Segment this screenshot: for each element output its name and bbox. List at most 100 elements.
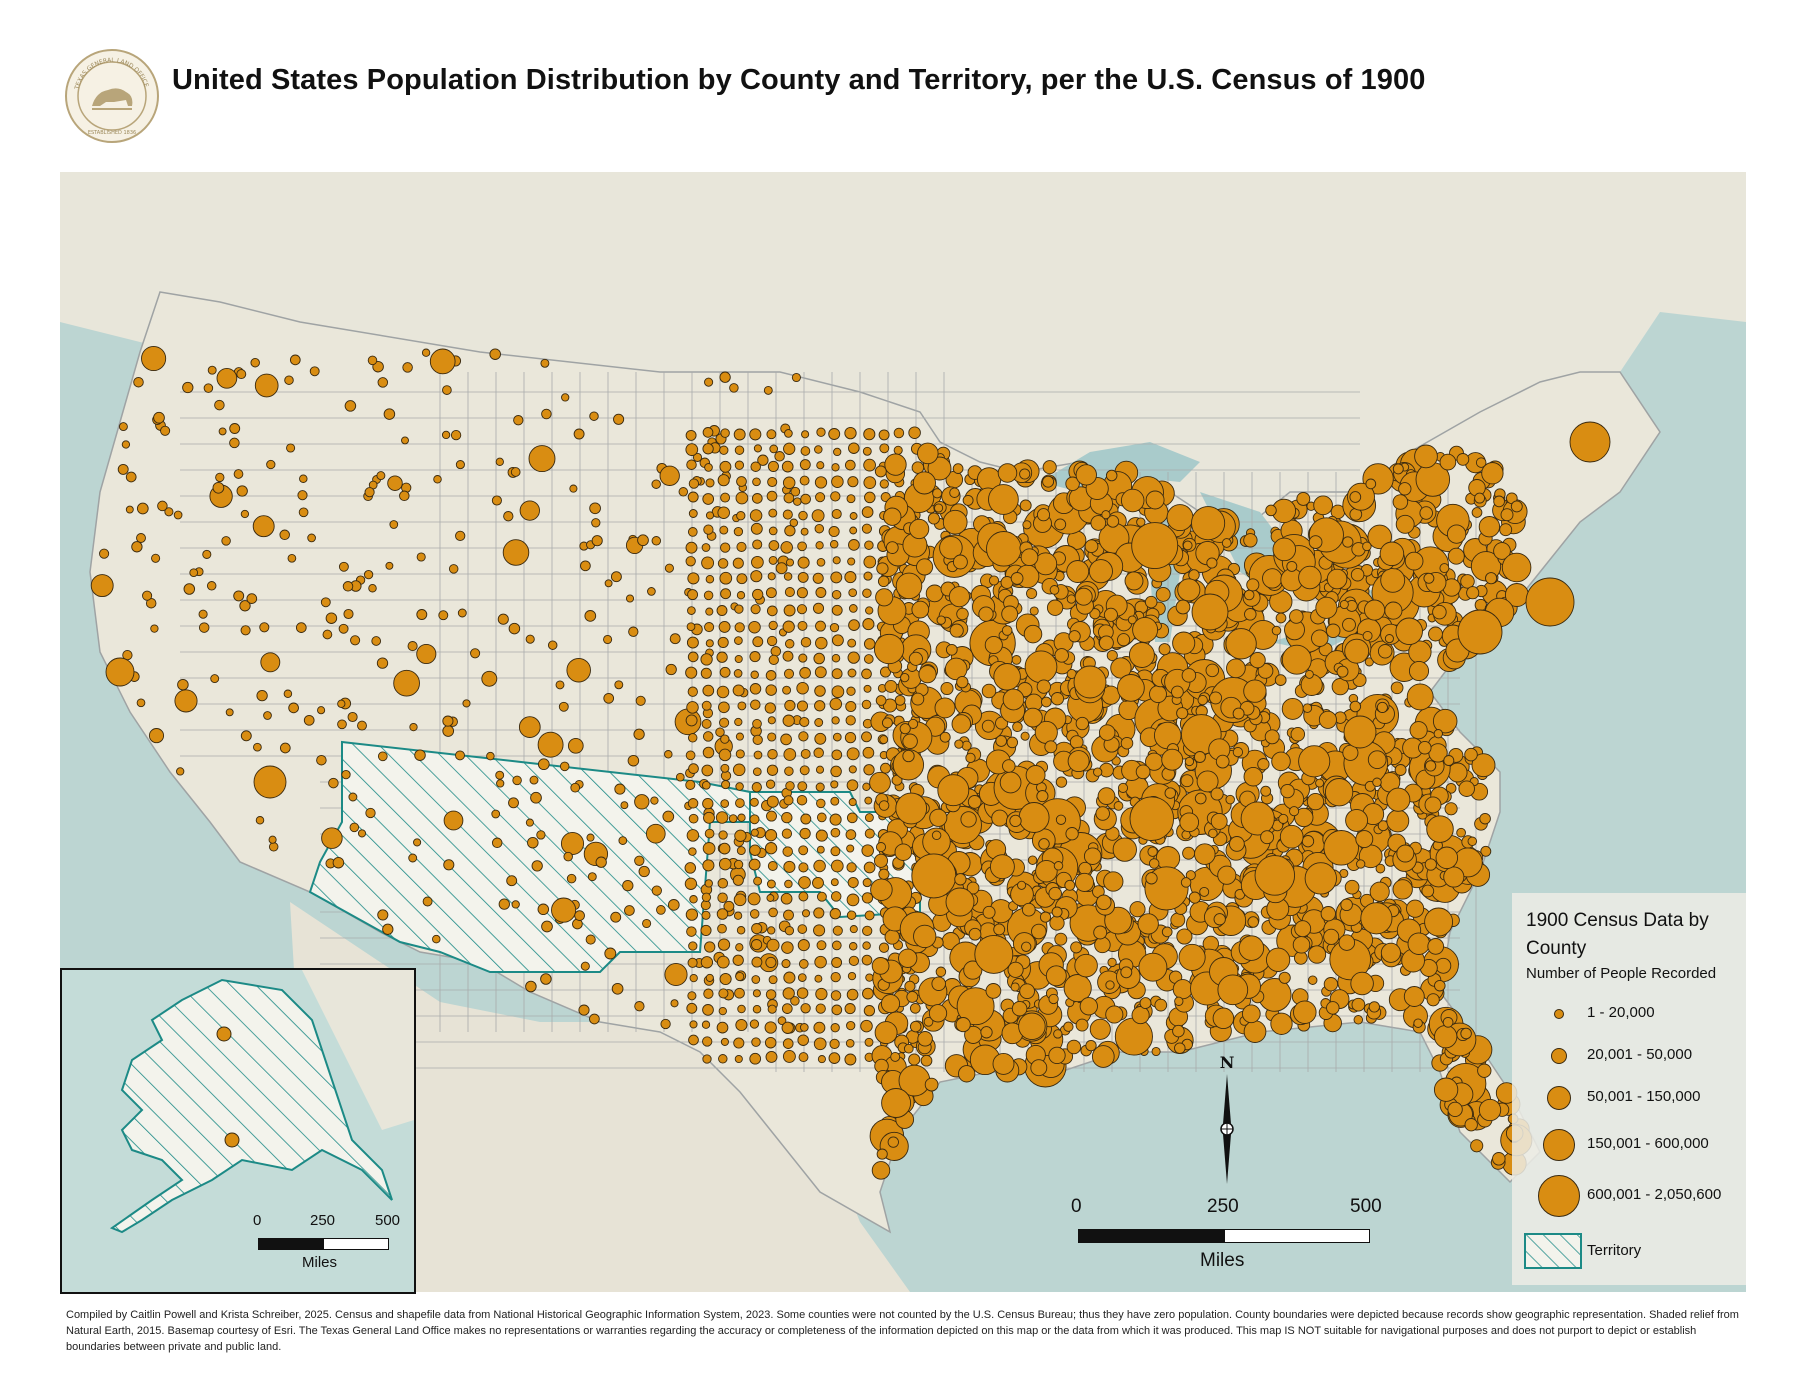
county-population-symbol xyxy=(908,426,921,439)
county-population-symbol xyxy=(214,399,225,411)
county-population-symbol xyxy=(701,910,711,920)
county-population-symbol xyxy=(765,989,777,1000)
map-title: United States Population Distribution by… xyxy=(172,64,1426,96)
county-population-symbol xyxy=(1281,697,1304,720)
county-population-symbol xyxy=(908,518,930,540)
county-population-symbol xyxy=(718,988,729,999)
county-population-symbol xyxy=(767,732,777,742)
county-population-symbol xyxy=(978,606,994,622)
county-population-symbol xyxy=(240,730,252,742)
county-population-symbol xyxy=(316,754,327,766)
county-population-symbol xyxy=(1117,782,1129,793)
county-population-symbol xyxy=(862,588,872,598)
county-population-symbol xyxy=(797,556,810,569)
county-population-symbol xyxy=(1074,587,1093,606)
county-population-symbol xyxy=(729,383,739,393)
county-population-symbol xyxy=(1336,665,1349,678)
county-population-symbol xyxy=(844,731,857,744)
legend-class-5: 600,001 - 2,050,600 xyxy=(1512,1175,1746,1218)
county-population-symbol xyxy=(1145,490,1165,510)
county-population-symbol xyxy=(1063,1021,1074,1032)
county-population-symbol xyxy=(751,1037,761,1047)
county-population-symbol xyxy=(1241,1004,1261,1024)
county-population-symbol xyxy=(1053,861,1064,871)
county-population-symbol xyxy=(1017,880,1027,890)
county-population-symbol xyxy=(555,680,565,690)
county-population-symbol xyxy=(239,600,251,612)
county-population-symbol xyxy=(337,699,346,708)
county-population-symbol xyxy=(1009,814,1022,828)
county-population-symbol xyxy=(253,742,262,752)
county-population-symbol xyxy=(591,535,603,547)
county-population-symbol xyxy=(705,607,714,616)
county-population-symbol xyxy=(892,749,925,781)
county-population-symbol xyxy=(1154,998,1168,1012)
county-population-symbol xyxy=(816,812,827,823)
county-population-symbol xyxy=(1106,649,1118,662)
county-population-symbol xyxy=(684,877,698,890)
county-population-symbol xyxy=(849,512,858,520)
county-population-symbol xyxy=(1069,735,1084,749)
county-population-symbol xyxy=(1064,879,1076,891)
legend-label: 600,001 - 2,050,600 xyxy=(1587,1186,1722,1203)
county-population-symbol xyxy=(1392,494,1409,510)
county-population-symbol xyxy=(911,600,930,619)
county-population-symbol xyxy=(586,833,595,842)
county-population-symbol xyxy=(768,975,778,985)
scale-bar-black xyxy=(1078,1229,1225,1243)
county-population-symbol xyxy=(796,604,808,615)
county-population-symbol xyxy=(1038,838,1050,850)
county-population-symbol xyxy=(344,400,357,412)
county-population-symbol xyxy=(610,571,622,583)
county-population-symbol xyxy=(1394,764,1407,776)
county-population-symbol xyxy=(884,929,900,945)
legend-subtitle: Number of People Recorded xyxy=(1526,965,1717,982)
county-population-symbol xyxy=(848,604,858,613)
county-population-symbol xyxy=(830,765,842,778)
county-population-symbol xyxy=(613,413,625,425)
county-population-symbol xyxy=(1395,617,1423,646)
county-population-symbol xyxy=(1215,754,1230,769)
county-population-symbol xyxy=(800,748,811,759)
county-population-symbol xyxy=(816,891,827,902)
county-population-symbol xyxy=(846,779,859,792)
county-population-symbol xyxy=(881,717,893,729)
county-population-symbol xyxy=(497,613,509,625)
county-population-symbol xyxy=(338,561,349,572)
county-population-symbol xyxy=(704,463,713,472)
county-population-symbol xyxy=(1525,577,1575,627)
county-population-symbol xyxy=(529,775,539,785)
county-population-symbol xyxy=(656,905,666,915)
county-population-symbol xyxy=(1084,539,1099,554)
county-population-symbol xyxy=(765,779,776,789)
county-population-symbol xyxy=(409,722,418,732)
county-population-symbol xyxy=(1433,1077,1459,1102)
alaska-population-symbol xyxy=(224,1132,240,1148)
legend-title: 1900 Census Data by County xyxy=(1526,910,1709,959)
county-population-symbol xyxy=(255,816,265,825)
county-population-symbol xyxy=(540,973,552,985)
county-population-symbol xyxy=(1161,748,1184,771)
county-population-symbol xyxy=(685,443,699,456)
county-population-symbol xyxy=(736,573,748,585)
county-population-symbol xyxy=(1182,846,1196,860)
county-population-symbol xyxy=(645,823,666,844)
county-population-symbol xyxy=(903,1043,914,1054)
county-population-symbol xyxy=(1406,683,1434,711)
county-population-symbol xyxy=(716,955,730,969)
county-population-symbol xyxy=(734,654,743,664)
county-population-symbol xyxy=(1164,787,1177,799)
county-population-symbol xyxy=(753,750,763,760)
county-population-symbol xyxy=(279,529,290,541)
county-population-symbol xyxy=(1345,808,1369,832)
county-population-symbol xyxy=(848,798,857,807)
county-population-symbol xyxy=(830,780,839,789)
county-population-symbol xyxy=(717,878,729,889)
county-population-symbol xyxy=(1030,1059,1048,1077)
county-population-symbol xyxy=(1232,746,1244,758)
county-population-symbol xyxy=(253,765,287,799)
county-population-symbol xyxy=(932,488,943,499)
county-population-symbol xyxy=(1426,993,1440,1007)
county-population-symbol xyxy=(831,668,843,680)
legend: 1900 Census Data by County Number of Peo… xyxy=(1512,893,1746,1285)
